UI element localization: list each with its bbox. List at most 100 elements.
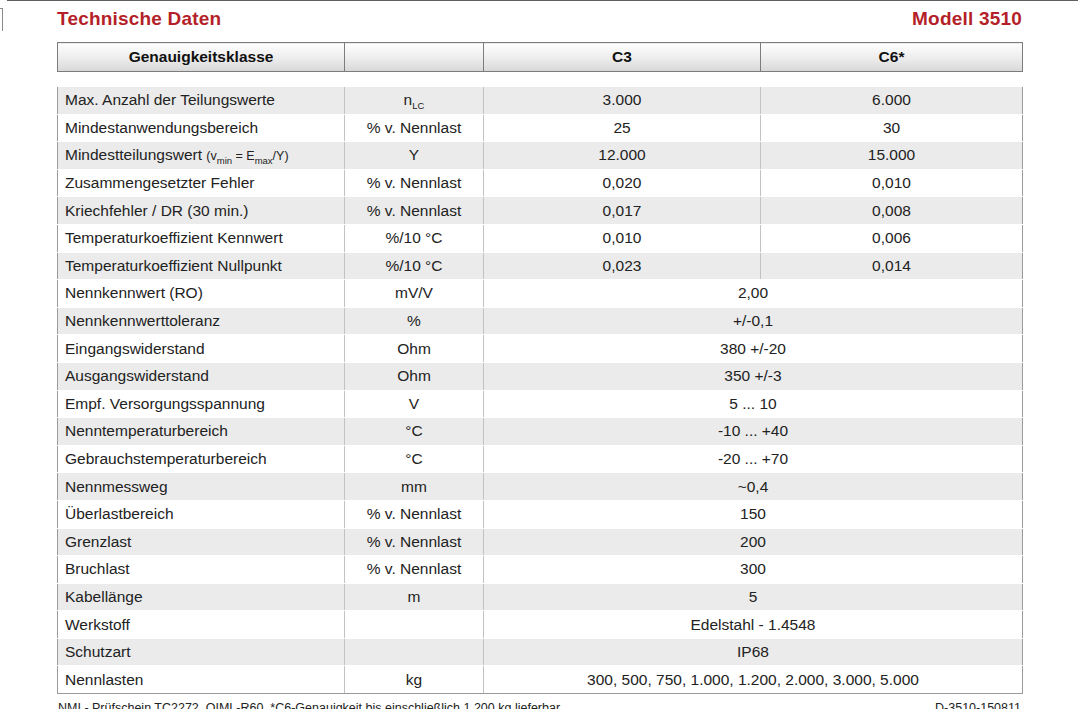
spec-unit-cell: % [345, 307, 484, 335]
page-top-edge [7, 0, 1078, 1]
spec-label-cell: Überlastbereich [58, 500, 345, 528]
spec-value-cell: 350 +/-3 [484, 362, 1023, 390]
footer-doc-number: D-3510-150811 [935, 701, 1021, 709]
header-row: Genauigkeitsklasse C3 C6* [58, 43, 1023, 72]
spec-label-cell: Nennlasten [58, 666, 345, 694]
table-row: Kriechfehler / DR (30 min.)% v. Nennlast… [58, 197, 1023, 225]
spec-label-cell: Gebrauchstemperaturbereich [58, 445, 345, 473]
spec-value-c6-cell: 0,010 [761, 169, 1023, 197]
spec-value-cell: -10 ... +40 [484, 418, 1023, 446]
spec-value-c6-cell: 0,014 [761, 252, 1023, 280]
spec-label-cell: Mindestanwendungsbereich [58, 114, 345, 142]
spec-value-cell: 150 [484, 500, 1023, 528]
spec-value-c3-cell: 25 [484, 114, 761, 142]
table-row: Grenzlast% v. Nennlast200 [58, 528, 1023, 556]
spec-unit-cell: mm [345, 473, 484, 501]
header-spacer-row [58, 72, 1023, 88]
table-row: Bruchlast% v. Nennlast300 [58, 556, 1023, 584]
spec-unit-cell: % v. Nennlast [345, 197, 484, 225]
table-row: Werkstoff Edelstahl - 1.4548 [58, 611, 1023, 639]
spec-value-cell: 2,00 [484, 280, 1023, 308]
model-number: Modell 3510 [912, 8, 1022, 30]
spec-label-cell: Ausgangswiderstand [58, 362, 345, 390]
spec-unit-cell: % v. Nennlast [345, 114, 484, 142]
spec-unit-cell: % v. Nennlast [345, 169, 484, 197]
spec-value-cell: 300 [484, 556, 1023, 584]
spec-unit-cell: °C [345, 418, 484, 446]
spec-value-c3-cell: 0,023 [484, 252, 761, 280]
spec-value-c3-cell: 0,010 [484, 224, 761, 252]
table-row: Temperaturkoeffizient Kennwert%/10 °C0,0… [58, 224, 1023, 252]
spec-unit-cell [345, 611, 484, 639]
header-col-c6: C6* [761, 43, 1023, 72]
spec-label-cell: Nennkennwerttoleranz [58, 307, 345, 335]
spec-unit-cell: % v. Nennlast [345, 528, 484, 556]
spec-value-cell: 300, 500, 750, 1.000, 1.200, 2.000, 3.00… [484, 666, 1023, 694]
spec-label-cell: Werkstoff [58, 611, 345, 639]
spec-unit-cell: Y [345, 142, 484, 170]
spec-label-cell: Schutzart [58, 638, 345, 666]
table-row: Überlastbereich% v. Nennlast150 [58, 500, 1023, 528]
spec-label-cell: Max. Anzahl der Teilungswerte [58, 87, 345, 114]
table-row: EingangswiderstandOhm380 +/-20 [58, 335, 1023, 363]
table-row: Temperaturkoeffizient Nullpunkt%/10 °C0,… [58, 252, 1023, 280]
spec-unit-cell: V [345, 390, 484, 418]
spec-unit-cell: kg [345, 666, 484, 694]
spec-value-cell: 5 ... 10 [484, 390, 1023, 418]
footer-note: NMI - Prüfschein TC2272, OIML-R60, *C6-G… [58, 701, 563, 709]
spec-table: Genauigkeitsklasse C3 C6* Max. Anzahl de… [57, 42, 1023, 694]
spec-unit-cell: % v. Nennlast [345, 500, 484, 528]
spec-value-cell: +/-0,1 [484, 307, 1023, 335]
header-col-c3: C3 [484, 43, 761, 72]
spec-unit-cell: %/10 °C [345, 224, 484, 252]
spec-unit-cell: % v. Nennlast [345, 556, 484, 584]
spec-label-cell: Nennmessweg [58, 473, 345, 501]
spec-label-cell: Mindestteilungswert (vmin = Emax/Y) [58, 142, 345, 170]
table-row: Mindestanwendungsbereich% v. Nennlast253… [58, 114, 1023, 142]
spec-value-cell: 380 +/-20 [484, 335, 1023, 363]
spec-label-cell: Nenntemperaturbereich [58, 418, 345, 446]
spec-unit-cell: m [345, 583, 484, 611]
page-corner-mark [2, 8, 3, 31]
spec-unit-cell: mV/V [345, 280, 484, 308]
page-corner-mark [0, 8, 3, 9]
spec-label-cell: Grenzlast [58, 528, 345, 556]
spec-label-cell: Temperaturkoeffizient Nullpunkt [58, 252, 345, 280]
spec-value-cell: 200 [484, 528, 1023, 556]
page-title: Technische Daten [57, 8, 221, 30]
spec-value-c6-cell: 6.000 [761, 87, 1023, 114]
table-row: Nennkennwert (RO)mV/V2,00 [58, 280, 1023, 308]
spec-label-cell: Empf. Versorgungsspannung [58, 390, 345, 418]
spec-unit-cell: nLC [345, 87, 484, 114]
spec-value-cell: 5 [484, 583, 1023, 611]
spec-value-cell: Edelstahl - 1.4548 [484, 611, 1023, 639]
spec-value-cell: ~0,4 [484, 473, 1023, 501]
spec-value-cell: -20 ... +70 [484, 445, 1023, 473]
spec-table-header: Genauigkeitsklasse C3 C6* [58, 43, 1023, 88]
table-row: AusgangswiderstandOhm350 +/-3 [58, 362, 1023, 390]
table-body: Max. Anzahl der TeilungswertenLC3.0006.0… [58, 87, 1023, 694]
table-row: Nennlastenkg300, 500, 750, 1.000, 1.200,… [58, 666, 1023, 694]
spec-value-c3-cell: 12.000 [484, 142, 761, 170]
spec-value-cell: IP68 [484, 638, 1023, 666]
spec-value-c6-cell: 15.000 [761, 142, 1023, 170]
table-row: Gebrauchstemperaturbereich°C-20 ... +70 [58, 445, 1023, 473]
spec-label-cell: Kabellänge [58, 583, 345, 611]
spec-unit-cell: Ohm [345, 362, 484, 390]
table-row: Zusammengesetzter Fehler% v. Nennlast 0,0… [58, 169, 1023, 197]
table-row: Nennmesswegmm~0,4 [58, 473, 1023, 501]
spec-label-cell: Temperaturkoeffizient Kennwert [58, 224, 345, 252]
table-row: Schutzart IP68 [58, 638, 1023, 666]
table-row: Mindestteilungswert (vmin = Emax/Y)Y12.0… [58, 142, 1023, 170]
table-row: Nennkennwerttoleranz%+/-0,1 [58, 307, 1023, 335]
table-row: Nenntemperaturbereich°C-10 ... +40 [58, 418, 1023, 446]
header-col-unit [345, 43, 484, 72]
spec-label-cell: Zusammengesetzter Fehler [58, 169, 345, 197]
spec-label-cell: Kriechfehler / DR (30 min.) [58, 197, 345, 225]
header-col-accuracy-class: Genauigkeitsklasse [58, 43, 345, 72]
spec-value-c6-cell: 30 [761, 114, 1023, 142]
spec-label-cell: Bruchlast [58, 556, 345, 584]
footer: NMI - Prüfschein TC2272, OIML-R60, *C6-G… [57, 701, 1022, 709]
spec-label-cell: Nennkennwert (RO) [58, 280, 345, 308]
datasheet-content: Technische Daten Modell 3510 Genauigkeit… [57, 8, 1022, 709]
